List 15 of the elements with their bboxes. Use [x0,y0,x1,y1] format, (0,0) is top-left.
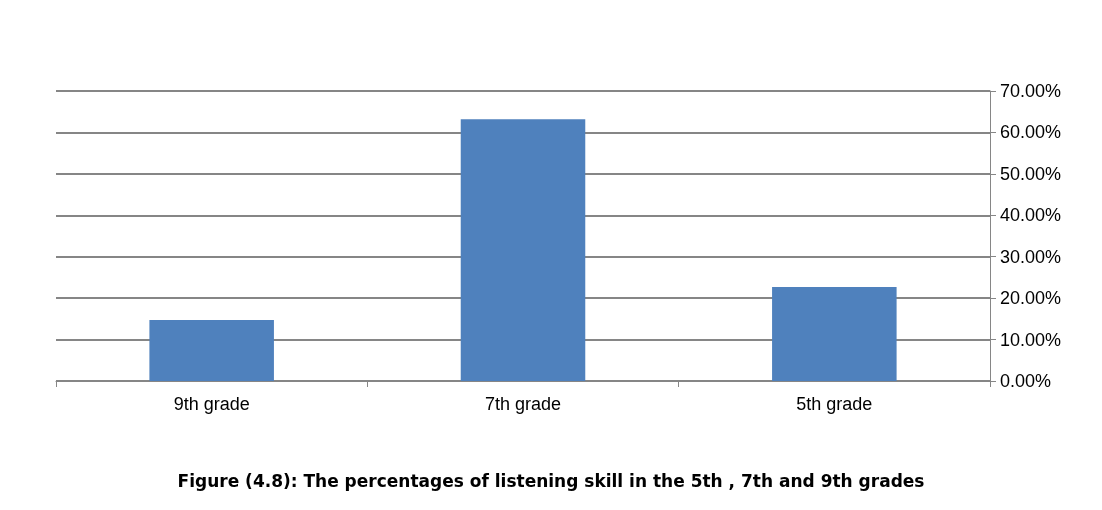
bar [149,320,274,381]
x-tick-label: 7th grade [484,394,562,414]
y-tick-label: 20.00% [1000,288,1062,309]
y-tick-label: 40.00% [1000,205,1062,226]
x-tick-label: 5th grade [796,394,873,414]
y-tick-label: 50.00% [1000,163,1062,184]
bar [460,119,586,381]
bar [772,286,897,381]
x-tick-label: 9th grade [173,394,250,414]
y-tick-label: 0.00% [1000,371,1052,391]
y-tick-label: 60.00% [1000,122,1062,143]
y-tick-label: 10.00% [1000,329,1062,350]
y-tick-label: 70.00% [1000,81,1062,101]
y-tick-label: 30.00% [1000,246,1062,267]
text: Figure (4.8): The percentages of listening skill in the 5th , 7th and 9th grades [177,470,925,491]
